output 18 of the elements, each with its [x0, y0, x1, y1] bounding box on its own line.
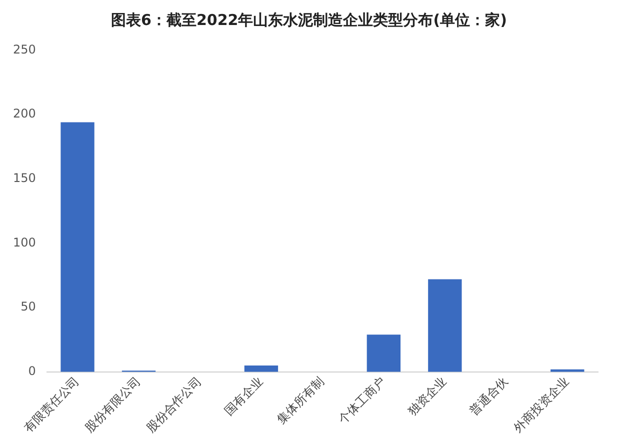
y-tick-label: 100	[13, 235, 36, 250]
x-tick-label: 集体所有制	[274, 374, 327, 427]
x-tick-label: 股份合作公司	[144, 374, 204, 436]
x-tick-label: 独资企业	[405, 374, 450, 418]
y-tick-label: 250	[13, 42, 36, 56]
y-tick-label: 50	[20, 300, 36, 314]
bar	[366, 334, 401, 372]
bar	[428, 279, 462, 372]
y-tick-label: 200	[13, 106, 36, 121]
bar	[244, 365, 278, 372]
x-tick-label: 普通合伙	[466, 374, 510, 418]
chart-title: 图表6：截至2022年山东水泥制造企业类型分布(单位：家)	[110, 10, 508, 31]
x-tick-label: 股份有限公司	[82, 374, 144, 436]
x-tick-label: 国有企业	[222, 374, 266, 418]
x-tick-label: 外商投资企业	[510, 374, 572, 436]
x-tick-label: 个体工商户	[336, 374, 388, 427]
bar	[60, 122, 94, 372]
y-tick-label: 150	[13, 171, 36, 186]
